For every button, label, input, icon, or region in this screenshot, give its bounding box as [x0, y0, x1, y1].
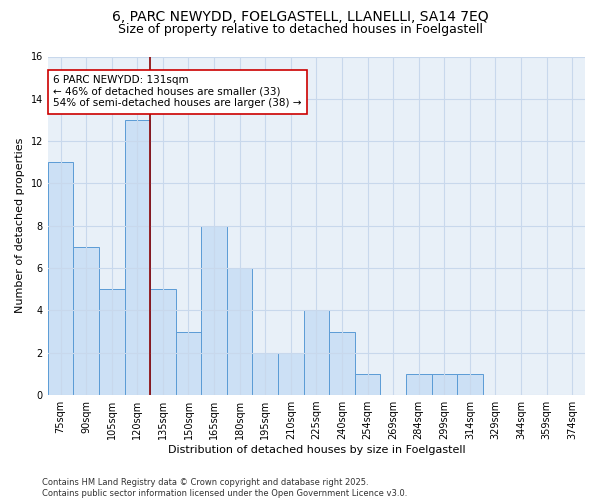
Y-axis label: Number of detached properties: Number of detached properties	[15, 138, 25, 314]
Text: Contains HM Land Registry data © Crown copyright and database right 2025.
Contai: Contains HM Land Registry data © Crown c…	[42, 478, 407, 498]
Bar	[201, 226, 227, 395]
Bar	[457, 374, 482, 395]
Bar	[150, 290, 176, 395]
Bar	[253, 353, 278, 395]
Bar	[355, 374, 380, 395]
Bar	[304, 310, 329, 395]
Text: 6 PARC NEWYDD: 131sqm
← 46% of detached houses are smaller (33)
54% of semi-deta: 6 PARC NEWYDD: 131sqm ← 46% of detached …	[53, 75, 302, 108]
Bar	[73, 247, 99, 395]
Bar	[176, 332, 201, 395]
Bar	[431, 374, 457, 395]
Text: 6, PARC NEWYDD, FOELGASTELL, LLANELLI, SA14 7EQ: 6, PARC NEWYDD, FOELGASTELL, LLANELLI, S…	[112, 10, 488, 24]
Bar	[48, 162, 73, 395]
Bar	[125, 120, 150, 395]
X-axis label: Distribution of detached houses by size in Foelgastell: Distribution of detached houses by size …	[167, 445, 465, 455]
Bar	[99, 290, 125, 395]
Bar	[278, 353, 304, 395]
Bar	[406, 374, 431, 395]
Bar	[227, 268, 253, 395]
Bar	[329, 332, 355, 395]
Text: Size of property relative to detached houses in Foelgastell: Size of property relative to detached ho…	[118, 22, 482, 36]
